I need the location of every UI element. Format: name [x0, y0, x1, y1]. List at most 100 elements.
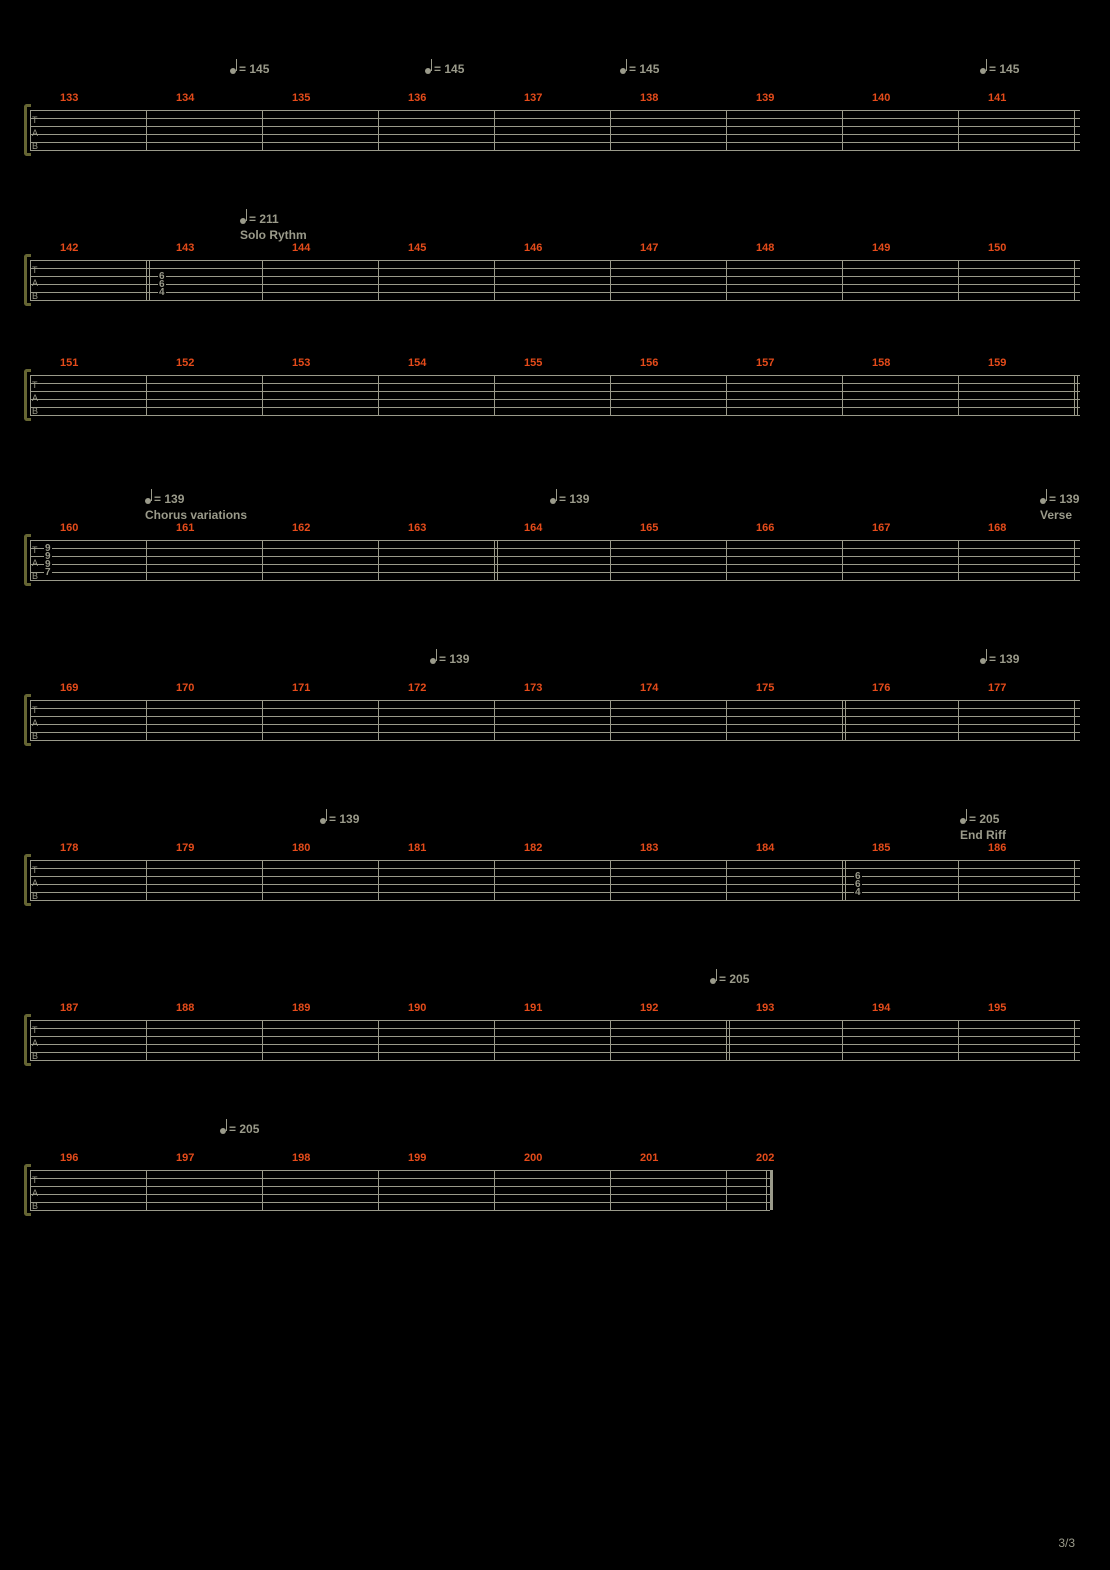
staff-line: [30, 150, 1080, 151]
staff-line: [30, 300, 1080, 301]
tempo-text: = 211: [249, 212, 279, 226]
tab-staff-system: = 145= 145= 145= 145TAB13313413513613713…: [30, 110, 1080, 150]
measure-number: 160: [60, 522, 78, 534]
barline: [842, 260, 843, 300]
staff-line: [30, 732, 1080, 733]
tab-staff-system: = 139= 139TAB169170171172173174175176177: [30, 700, 1080, 740]
barline: [494, 375, 495, 415]
tempo-marking: = 139: [1040, 492, 1079, 506]
staff-line: [30, 1178, 770, 1179]
measure-number: 147: [640, 242, 658, 254]
tempo-text: = 205: [969, 812, 999, 826]
barline: [146, 860, 147, 900]
section-label: Solo Rythm: [240, 228, 307, 242]
staff-line: [30, 708, 1080, 709]
tempo-marking: = 139: [430, 652, 469, 666]
measure-number: 197: [176, 1152, 194, 1164]
staff-line: [30, 415, 1080, 416]
staff-line: [30, 572, 1080, 573]
staff-line: [30, 892, 1080, 893]
tempo-marking: = 145: [620, 62, 659, 76]
staff-line: [30, 399, 1080, 400]
measure-number: 200: [524, 1152, 542, 1164]
section-label: Verse: [1040, 508, 1072, 522]
measure-number: 169: [60, 682, 78, 694]
tempo-marking: = 145: [230, 62, 269, 76]
measure-number: 165: [640, 522, 658, 534]
tab-clef-letter: A: [32, 279, 38, 288]
tab-clef-letter: T: [32, 116, 38, 125]
measure-number: 145: [408, 242, 426, 254]
tempo-marking: = 139: [320, 812, 359, 826]
measure-number: 166: [756, 522, 774, 534]
measure-number: 143: [176, 242, 194, 254]
tab-staff: TAB196197198199200201202: [30, 1170, 770, 1210]
barline: [958, 540, 959, 580]
measure-number: 133: [60, 92, 78, 104]
measure-number: 148: [756, 242, 774, 254]
measure-number: 170: [176, 682, 194, 694]
measure-number: 157: [756, 357, 774, 369]
tempo-text: = 139: [439, 652, 469, 666]
staff-line: [30, 724, 1080, 725]
staff-line: [30, 284, 1080, 285]
measure-number: 176: [872, 682, 890, 694]
barline: [494, 860, 495, 900]
barline: [262, 260, 263, 300]
staff-line: [30, 276, 1080, 277]
staff-line: [30, 134, 1080, 135]
tab-clef: TAB: [32, 542, 38, 581]
staff-line: [30, 1202, 770, 1203]
measure-number: 194: [872, 1002, 890, 1014]
staff-line: [30, 260, 1080, 261]
tempo-marking: = 139: [550, 492, 589, 506]
tab-clef-letter: B: [32, 1202, 38, 1211]
measure-number: 162: [292, 522, 310, 534]
barline: [610, 375, 611, 415]
barline: [30, 700, 31, 740]
measure-number: 136: [408, 92, 426, 104]
double-barline: [1074, 375, 1078, 415]
barline: [610, 540, 611, 580]
measure-number: 167: [872, 522, 890, 534]
tab-staff: TAB178179180181182183184185186664: [30, 860, 1080, 900]
staff-line: [30, 548, 1080, 549]
measure-number: 137: [524, 92, 542, 104]
tempo-marking: = 139: [980, 652, 1019, 666]
barline: [958, 1020, 959, 1060]
measure-number: 181: [408, 842, 426, 854]
tab-clef-letter: A: [32, 559, 38, 568]
barline: [726, 700, 727, 740]
double-barline: [842, 700, 846, 740]
barline: [30, 540, 31, 580]
barline: [842, 540, 843, 580]
tab-staff: TAB187188189190191192193194195: [30, 1020, 1080, 1060]
measure-number: 193: [756, 1002, 774, 1014]
tab-staff: TAB1601611621631641651661671689997: [30, 540, 1080, 580]
staff-line: [30, 580, 1080, 581]
measure-number: 156: [640, 357, 658, 369]
section-label: End Riff: [960, 828, 1006, 842]
measure-number: 188: [176, 1002, 194, 1014]
measure-number: 178: [60, 842, 78, 854]
tempo-text: = 145: [629, 62, 659, 76]
tab-clef-letter: B: [32, 732, 38, 741]
barline: [610, 260, 611, 300]
tempo-marking: = 145: [980, 62, 1019, 76]
barline: [30, 110, 31, 150]
tab-staff: TAB169170171172173174175176177: [30, 700, 1080, 740]
barline: [262, 110, 263, 150]
staff-line: [30, 1210, 770, 1211]
barline: [726, 375, 727, 415]
staff-line: [30, 884, 1080, 885]
barline: [1074, 260, 1075, 300]
measure-number: 190: [408, 1002, 426, 1014]
barline: [842, 375, 843, 415]
staff-line: [30, 1036, 1080, 1037]
tab-staff-system: = 211Solo RythmTAB1421431441451461471481…: [30, 260, 1080, 300]
measure-number: 187: [60, 1002, 78, 1014]
staff-line: [30, 1020, 1080, 1021]
measure-number: 198: [292, 1152, 310, 1164]
barline: [146, 110, 147, 150]
fret-number: 4: [158, 287, 166, 298]
